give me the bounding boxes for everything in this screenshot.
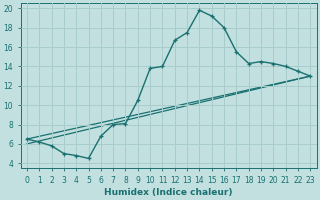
X-axis label: Humidex (Indice chaleur): Humidex (Indice chaleur)	[104, 188, 233, 197]
